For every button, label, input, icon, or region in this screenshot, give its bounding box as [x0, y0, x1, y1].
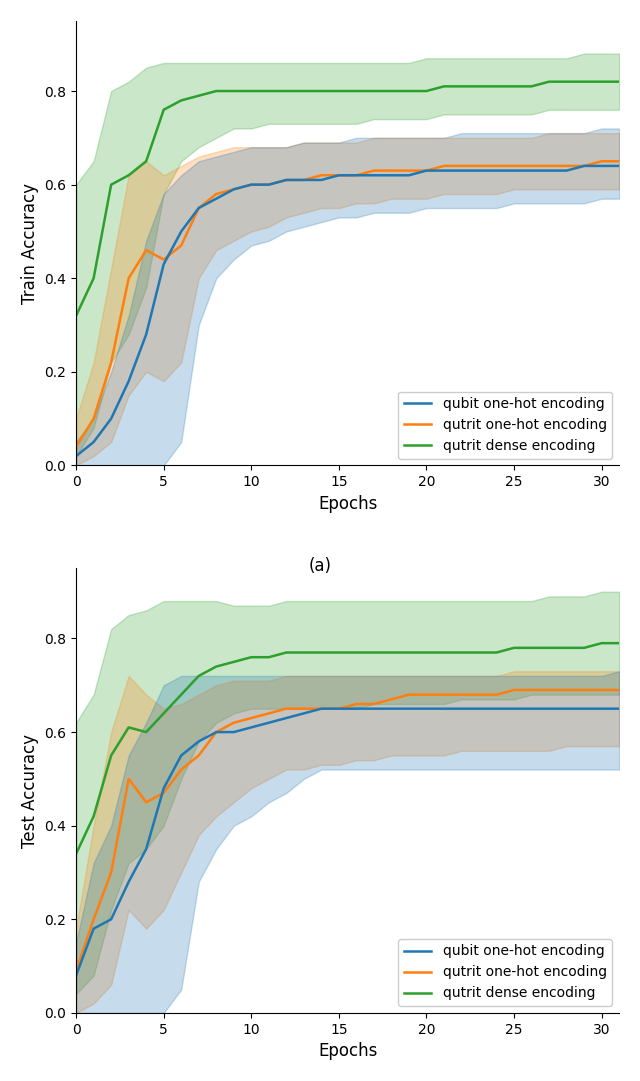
Text: (a): (a)	[308, 557, 332, 575]
X-axis label: Epochs: Epochs	[318, 1042, 378, 1060]
Y-axis label: Train Accuracy: Train Accuracy	[21, 183, 39, 304]
Legend: qubit one-hot encoding, qutrit one-hot encoding, qutrit dense encoding: qubit one-hot encoding, qutrit one-hot e…	[398, 391, 612, 458]
X-axis label: Epochs: Epochs	[318, 495, 378, 512]
Legend: qubit one-hot encoding, qutrit one-hot encoding, qutrit dense encoding: qubit one-hot encoding, qutrit one-hot e…	[398, 939, 612, 1006]
Y-axis label: Test Accuracy: Test Accuracy	[21, 734, 39, 848]
